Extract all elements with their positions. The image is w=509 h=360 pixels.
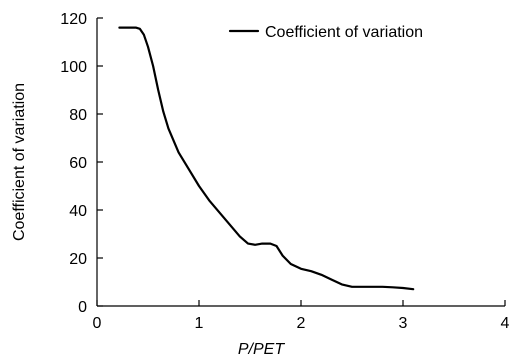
- y-tick-label: 20: [69, 251, 87, 268]
- series-layer: [118, 26, 415, 291]
- y-tick-label: 40: [69, 203, 87, 220]
- legend-label: Coefficient of variation: [265, 24, 423, 41]
- y-ticks: 0 20 40 60 80 100 120: [60, 11, 103, 316]
- x-tick-label: 0: [93, 315, 102, 332]
- x-tick-label: 1: [195, 315, 204, 332]
- x-tick-label: 2: [297, 315, 306, 332]
- y-tick-label: 60: [69, 155, 87, 172]
- series-line-0: [118, 26, 415, 291]
- y-tick-label: 100: [60, 59, 87, 76]
- y-tick-label: 0: [78, 299, 87, 316]
- x-axis-title: P/PET: [238, 341, 285, 358]
- y-axis-title: Coefficient of variation: [11, 83, 28, 241]
- legend: Coefficient of variation: [228, 24, 423, 41]
- axes: [96, 18, 505, 307]
- x-tick-label: 4: [501, 315, 509, 332]
- y-tick-label: 120: [60, 11, 87, 28]
- x-tick-label: 3: [399, 315, 408, 332]
- x-ticks: 0 1 2 3 4: [93, 300, 509, 332]
- y-tick-label: 80: [69, 107, 87, 124]
